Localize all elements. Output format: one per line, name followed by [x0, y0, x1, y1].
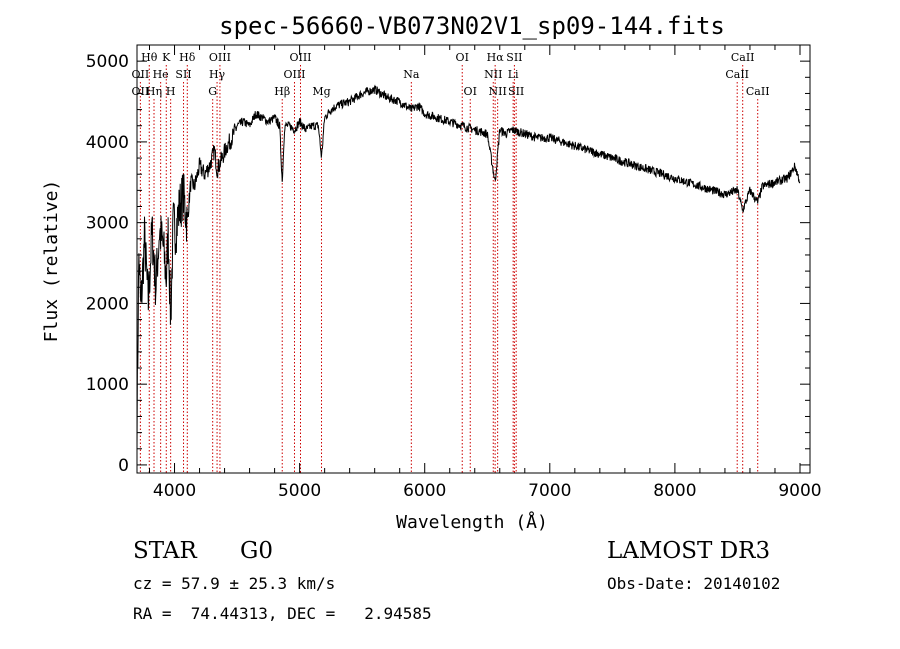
x-tick-label: 8000 [653, 481, 696, 501]
spectral-line-label: Hη [146, 85, 162, 98]
redshift-cz: cz = 57.9 ± 25.3 km/s [133, 574, 336, 593]
spectral-line-label: OIII [283, 68, 305, 81]
x-tick-label: 6000 [403, 481, 446, 501]
spectral-line-label: Hδ [179, 51, 196, 64]
spectrum-line [136, 84, 801, 451]
spectral-line-label: NII [484, 68, 502, 81]
spectral-line-label: SII [175, 68, 191, 81]
x-tick-label: 7000 [528, 481, 571, 501]
spectral-line-label: K [162, 51, 171, 64]
spectral-line-label: H [166, 85, 176, 98]
object-subclass: G0 [240, 538, 274, 564]
y-tick-label: 3000 [86, 214, 129, 234]
y-tick-label: 1000 [86, 375, 129, 395]
y-tick-label: 2000 [86, 294, 129, 314]
spectral-line-label: OI [456, 51, 469, 64]
spectral-line-label: G [208, 85, 217, 98]
spectral-line-label: OIII [209, 51, 231, 64]
spectral-line-label: SII [508, 85, 524, 98]
spectral-line-label: CaII [731, 51, 755, 64]
chart-title: spec-56660-VB073N02V1_sp09-144.fits [219, 12, 725, 40]
spectral-line-label: CaII [725, 68, 749, 81]
spectral-line-label: OII [132, 68, 150, 81]
plot-frame [136, 44, 811, 474]
spectral-line-label: Li [508, 68, 519, 81]
spectral-line-label: Mg [312, 85, 330, 98]
y-tick-label: 5000 [86, 52, 129, 72]
y-tick-label: 0 [118, 456, 129, 476]
object-class: STAR [133, 538, 197, 564]
observation-date: Obs-Date: 20140102 [607, 574, 781, 593]
spectral-line-label: Hγ [209, 68, 226, 81]
spectral-line-label: CaII [746, 85, 770, 98]
spectral-line-label: OII [132, 85, 150, 98]
x-axis-label: Wavelength (Å) [396, 511, 548, 533]
y-axis-label: Flux (relative) [41, 180, 62, 343]
x-tick-label: 5000 [278, 481, 321, 501]
spectral-line-label: SII [506, 51, 522, 64]
x-tick-label: 4000 [153, 481, 196, 501]
spectral-line-label: Hβ [274, 85, 290, 98]
spectral-line-label: OIII [289, 51, 311, 64]
spectral-line-label: NII [488, 85, 506, 98]
spectral-line-label: Hθ [141, 51, 158, 64]
spectral-line-label: Na [403, 68, 420, 81]
spectral-line-label: He [153, 68, 169, 81]
spectral-line-label: OI [464, 85, 477, 98]
spectral-line-label: Hα [487, 51, 505, 64]
x-tick-label: 9000 [778, 481, 821, 501]
coordinates: RA = 74.44313, DEC = 2.94585 [133, 604, 432, 623]
y-tick-label: 4000 [86, 133, 129, 153]
survey-name: LAMOST DR3 [607, 538, 771, 564]
